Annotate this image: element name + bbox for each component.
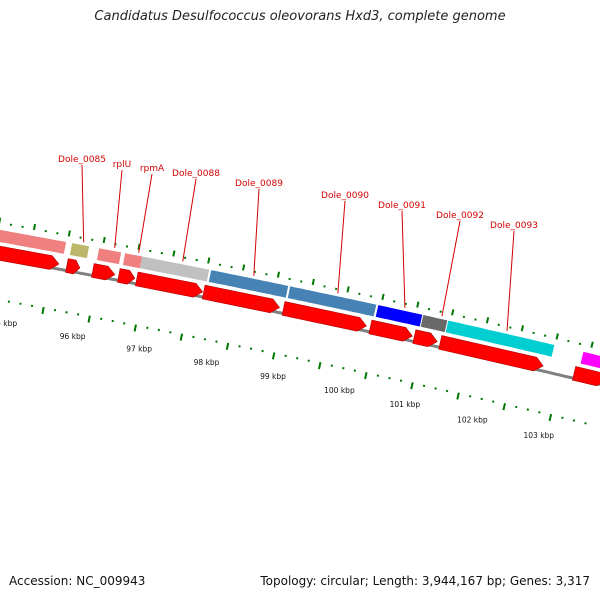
ruler-label: 102 kbp <box>457 415 488 424</box>
genome-summary: Topology: circular; Length: 3,944,167 bp… <box>260 574 590 588</box>
cds-arrow <box>117 268 136 285</box>
cds-arrow <box>572 366 600 387</box>
ruler-label: 97 kbp <box>126 345 152 354</box>
gene-label-Dole_0088: Dole_0088 <box>172 169 220 179</box>
tick-mark <box>32 223 37 231</box>
tick-mark <box>485 317 490 324</box>
ruler-label: 98 kbp <box>194 358 220 367</box>
label-leader-line <box>81 164 85 243</box>
tick-mark <box>311 278 315 286</box>
ruler-label: 96 kbp <box>60 332 86 341</box>
gene-label-Dole_0085: Dole_0085 <box>58 155 106 165</box>
label-leader-line <box>401 210 406 308</box>
tick-mark <box>502 403 506 411</box>
accession-text: Accession: NC_009943 <box>9 574 146 588</box>
gene-label-rplU: rplU <box>113 160 132 170</box>
tick-mark <box>137 243 141 250</box>
tick-mark <box>590 341 594 348</box>
tick-mark <box>242 264 246 271</box>
gene-label-Dole_0089: Dole_0089 <box>235 179 283 189</box>
tick-mark <box>410 382 414 390</box>
gene-label-Dole_0090: Dole_0090 <box>321 191 369 201</box>
gene-rplU <box>96 248 122 265</box>
tick-mark <box>207 257 211 264</box>
label-leader-line <box>253 188 260 276</box>
label-leader-line <box>337 200 346 294</box>
cds-arrow <box>201 284 280 314</box>
label-leader-line <box>114 169 123 249</box>
tick-mark <box>179 333 184 341</box>
gene-Dole_0085 <box>69 243 90 259</box>
label-leader-line <box>506 230 515 331</box>
map-title: Candidatus Desulfococcus oleovorans Hxd3… <box>94 9 506 24</box>
ruler-label: 95 kbp <box>0 319 17 328</box>
label-leader-line <box>138 173 153 253</box>
gene-Dole_0092 <box>420 315 448 333</box>
tick-mark <box>41 306 45 315</box>
cds-arrow <box>135 271 204 298</box>
tick-mark <box>456 392 460 400</box>
gene-rpmA <box>122 253 143 269</box>
tick-mark <box>276 271 281 278</box>
label-leader-line <box>182 178 197 262</box>
cds-arrow <box>65 258 81 275</box>
ruler-label: 99 kbp <box>260 372 286 381</box>
gene-label-rpmA: rpmA <box>140 164 165 174</box>
cds-arrow <box>0 245 60 270</box>
tick-mark <box>451 309 455 316</box>
gene-label-Dole_0091: Dole_0091 <box>378 201 426 211</box>
gene-Dole_0091 <box>375 305 423 327</box>
gene-Dole_0093 <box>445 320 555 357</box>
cds-arrow <box>368 319 413 342</box>
tick-mark <box>225 342 230 351</box>
tick-mark <box>364 371 368 380</box>
tick-mark <box>67 230 71 237</box>
tick-mark <box>381 293 385 301</box>
ruler: 95 kbp 96 kbp 97 kbp 98 kbp 99 kbp 100 kbp 101… <box>0 319 554 440</box>
tick-mark <box>87 315 91 323</box>
cds-arrow <box>412 329 438 348</box>
tick-mark <box>555 333 559 340</box>
tick-mark <box>133 324 137 332</box>
gene-Dole_0088 <box>139 256 210 282</box>
tick-mark <box>346 286 350 293</box>
gene-labels: Dole_0085 rplU rpmA Dole_0088 Dole_0089 Dole_… <box>58 155 538 331</box>
tick-mark <box>318 361 322 370</box>
gene-label-Dole_0092: Dole_0092 <box>436 211 484 221</box>
cds-arrow <box>438 335 544 372</box>
tick-mark <box>102 236 106 244</box>
gene-Dole_0089 <box>208 270 289 298</box>
tick-mark <box>520 325 525 332</box>
tick-mark <box>416 301 420 308</box>
unnamed-gene-left <box>0 229 67 254</box>
ruler-label: 101 kbp <box>390 400 421 409</box>
cds-track <box>0 245 600 387</box>
tick-mark <box>548 413 553 422</box>
tick-mark <box>271 352 276 360</box>
tick-mark <box>172 250 176 257</box>
cds-arrow <box>281 301 367 332</box>
gene-Dole_0090 <box>287 286 377 317</box>
unnamed-gene-right <box>580 351 600 369</box>
ruler-label: 100 kbp <box>324 386 355 395</box>
gene-label-Dole_0093: Dole_0093 <box>490 221 538 231</box>
gc-ticks <box>0 217 594 425</box>
cds-arrow <box>91 263 116 281</box>
ruler-label: 103 kbp <box>524 431 555 440</box>
label-leader-line <box>441 220 461 317</box>
gene-track <box>0 229 600 369</box>
